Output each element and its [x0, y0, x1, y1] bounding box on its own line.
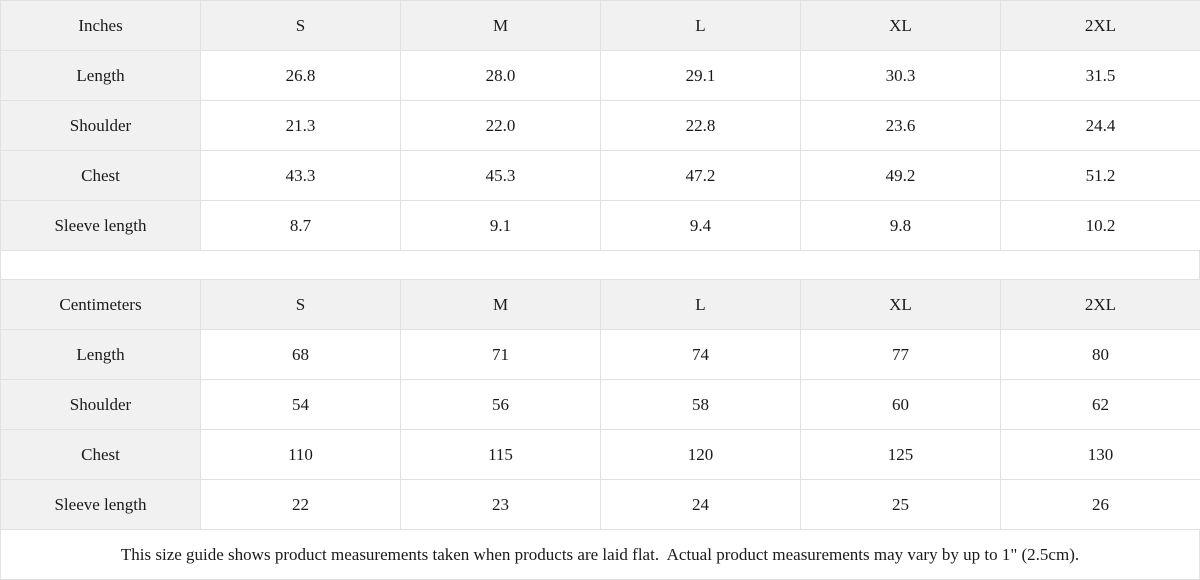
table-row: Sleeve length 22 23 24 25 26	[0, 479, 1200, 530]
size-header-cell-xl: XL	[800, 279, 1001, 330]
value-cell: 74	[600, 329, 801, 380]
size-header-cell-s: S	[200, 0, 401, 51]
measure-label-cell: Length	[0, 329, 201, 380]
size-header-cell-s: S	[200, 279, 401, 330]
unit-header-cell: Inches	[0, 0, 201, 51]
value-cell: 80	[1000, 329, 1200, 380]
measure-label-cell: Shoulder	[0, 100, 201, 151]
measure-label-cell: Sleeve length	[0, 479, 201, 530]
size-header-cell-2xl: 2XL	[1000, 279, 1200, 330]
value-cell: 54	[200, 379, 401, 430]
measure-label-cell: Sleeve length	[0, 200, 201, 251]
value-cell: 25	[800, 479, 1001, 530]
value-cell: 23.6	[800, 100, 1001, 151]
value-cell: 8.7	[200, 200, 401, 251]
value-cell: 130	[1000, 429, 1200, 480]
value-cell: 22.0	[400, 100, 601, 151]
footer-note: This size guide shows product measuremen…	[0, 530, 1200, 580]
table-row: Chest 110 115 120 125 130	[0, 429, 1200, 480]
value-cell: 62	[1000, 379, 1200, 430]
value-cell: 9.4	[600, 200, 801, 251]
value-cell: 9.8	[800, 200, 1001, 251]
size-header-cell-l: L	[600, 279, 801, 330]
value-cell: 125	[800, 429, 1001, 480]
measure-label-cell: Length	[0, 50, 201, 101]
value-cell: 30.3	[800, 50, 1001, 101]
value-cell: 9.1	[400, 200, 601, 251]
table-row: Shoulder 54 56 58 60 62	[0, 379, 1200, 430]
value-cell: 71	[400, 329, 601, 380]
value-cell: 110	[200, 429, 401, 480]
measure-label-cell: Shoulder	[0, 379, 201, 430]
centimeters-header-row: Centimeters S M L XL 2XL	[0, 279, 1200, 330]
size-header-cell-2xl: 2XL	[1000, 0, 1200, 51]
value-cell: 22.8	[600, 100, 801, 151]
value-cell: 29.1	[600, 50, 801, 101]
inches-header-row: Inches S M L XL 2XL	[0, 0, 1200, 51]
value-cell: 58	[600, 379, 801, 430]
table-row: Length 26.8 28.0 29.1 30.3 31.5	[0, 50, 1200, 101]
value-cell: 77	[800, 329, 1001, 380]
value-cell: 28.0	[400, 50, 601, 101]
value-cell: 68	[200, 329, 401, 380]
table-row: Shoulder 21.3 22.0 22.8 23.6 24.4	[0, 100, 1200, 151]
size-header-cell-m: M	[400, 0, 601, 51]
value-cell: 23	[400, 479, 601, 530]
value-cell: 56	[400, 379, 601, 430]
value-cell: 43.3	[200, 150, 401, 201]
centimeters-table: Centimeters S M L XL 2XL Length 68 71 74…	[0, 279, 1200, 530]
value-cell: 49.2	[800, 150, 1001, 201]
table-spacer	[0, 251, 1200, 279]
table-row: Sleeve length 8.7 9.1 9.4 9.8 10.2	[0, 200, 1200, 251]
value-cell: 120	[600, 429, 801, 480]
size-header-cell-xl: XL	[800, 0, 1001, 51]
inches-table: Inches S M L XL 2XL Length 26.8 28.0 29.…	[0, 0, 1200, 251]
measure-label-cell: Chest	[0, 150, 201, 201]
value-cell: 115	[400, 429, 601, 480]
value-cell: 26.8	[200, 50, 401, 101]
value-cell: 51.2	[1000, 150, 1200, 201]
unit-header-cell: Centimeters	[0, 279, 201, 330]
measure-label-cell: Chest	[0, 429, 201, 480]
value-cell: 10.2	[1000, 200, 1200, 251]
value-cell: 22	[200, 479, 401, 530]
value-cell: 24	[600, 479, 801, 530]
value-cell: 47.2	[600, 150, 801, 201]
size-header-cell-l: L	[600, 0, 801, 51]
size-header-cell-m: M	[400, 279, 601, 330]
value-cell: 26	[1000, 479, 1200, 530]
table-row: Chest 43.3 45.3 47.2 49.2 51.2	[0, 150, 1200, 201]
value-cell: 31.5	[1000, 50, 1200, 101]
value-cell: 24.4	[1000, 100, 1200, 151]
table-row: Length 68 71 74 77 80	[0, 329, 1200, 380]
value-cell: 45.3	[400, 150, 601, 201]
value-cell: 60	[800, 379, 1001, 430]
value-cell: 21.3	[200, 100, 401, 151]
